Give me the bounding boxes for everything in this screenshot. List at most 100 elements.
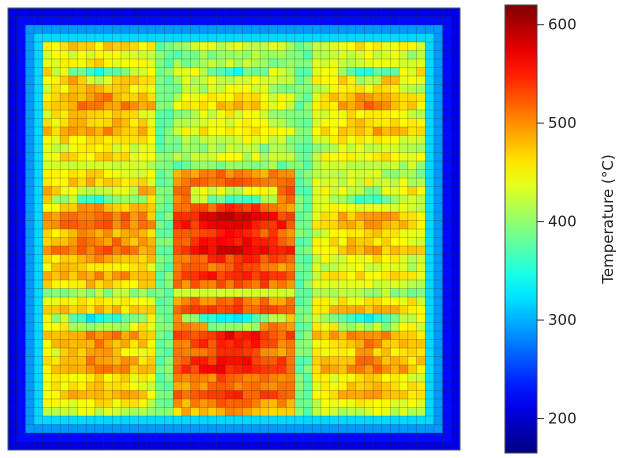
heatmap-cell (442, 373, 452, 383)
heatmap-cell (416, 118, 426, 128)
heatmap-cell (329, 331, 339, 340)
heatmap-cell (433, 297, 443, 306)
heatmap-cell (277, 288, 287, 298)
heatmap-cell (51, 118, 61, 128)
heatmap-cell (138, 76, 148, 85)
heatmap-cell (68, 42, 78, 51)
heatmap-cell (338, 135, 348, 145)
heatmap-cell (416, 93, 426, 102)
heatmap-cell (199, 297, 209, 306)
heatmap-cell (381, 356, 391, 366)
heatmap-cell (103, 84, 113, 94)
heatmap-cell (190, 67, 200, 77)
heatmap-cell (433, 331, 443, 340)
heatmap-cell (338, 305, 348, 315)
heatmap-cell (207, 416, 217, 425)
heatmap-cell (190, 390, 200, 400)
heatmap-cell (407, 373, 417, 383)
heatmap-cell (155, 348, 165, 357)
heatmap-cell (8, 297, 17, 306)
heatmap-cell (338, 144, 348, 153)
heatmap-cell (442, 356, 452, 366)
heatmap-cell (138, 407, 148, 417)
heatmap-cell (51, 297, 61, 306)
heatmap-cell (164, 8, 174, 17)
heatmap-cell (312, 237, 322, 247)
heatmap-cell (138, 50, 148, 60)
heatmap-cell (433, 271, 443, 281)
heatmap-cell (138, 127, 148, 136)
heatmap-cell (234, 305, 243, 315)
heatmap-cell (147, 118, 157, 128)
heatmap-cell (355, 67, 365, 77)
heatmap-cell (216, 203, 226, 213)
heatmap-cell (338, 331, 348, 340)
heatmap-cell (216, 365, 226, 374)
heatmap-cell (416, 33, 426, 43)
heatmap-cell (60, 25, 70, 34)
heatmap-cell (381, 237, 391, 247)
heatmap-cell (51, 8, 61, 17)
heatmap-cell (390, 50, 400, 60)
heatmap-cell (251, 271, 261, 281)
heatmap-cell (399, 161, 409, 170)
heatmap-cell (34, 254, 44, 264)
heatmap-cell (121, 399, 130, 408)
heatmap-cell (8, 339, 17, 349)
heatmap-cell (407, 246, 417, 255)
heatmap-cell (381, 84, 391, 94)
heatmap-cell (347, 118, 356, 128)
heatmap-cell (77, 305, 87, 315)
heatmap-cell (147, 8, 157, 17)
heatmap-cell (355, 135, 365, 145)
heatmap-cell (181, 101, 191, 111)
heatmap-cell (199, 25, 209, 34)
heatmap-cell (121, 254, 130, 264)
heatmap-cell (164, 288, 174, 298)
heatmap-cell (407, 416, 417, 425)
heatmap-cell (234, 127, 243, 136)
heatmap-cell (268, 50, 278, 60)
heatmap-cell (121, 288, 130, 298)
heatmap-cell (381, 280, 391, 289)
heatmap-cell (16, 110, 26, 119)
heatmap-cell (364, 356, 374, 366)
heatmap-cell (138, 246, 148, 255)
heatmap-cell (103, 356, 113, 366)
heatmap-cell (416, 382, 426, 391)
heatmap-cell (320, 33, 330, 43)
heatmap-cell (433, 203, 443, 213)
heatmap-cell (294, 8, 304, 17)
heatmap-cell (407, 152, 417, 162)
heatmap-cell (173, 271, 183, 281)
heatmap-cell (355, 42, 365, 51)
heatmap-cell (25, 144, 35, 153)
heatmap-cell (121, 331, 130, 340)
heatmap-cell (286, 59, 296, 68)
heatmap-cell (425, 118, 435, 128)
heatmap-cell (216, 110, 226, 119)
heatmap-cell (51, 16, 61, 26)
heatmap-cell (129, 382, 139, 391)
heatmap-cell (416, 433, 426, 442)
heatmap-cell (347, 152, 356, 162)
heatmap-cell (373, 93, 383, 102)
heatmap-cell (190, 118, 200, 128)
heatmap-cell (207, 271, 217, 281)
heatmap-cell (25, 314, 35, 323)
heatmap-cell (260, 144, 270, 153)
heatmap-cell (407, 339, 417, 349)
heatmap-cell (329, 441, 339, 451)
heatmap-cell (121, 144, 130, 153)
heatmap-cell (121, 16, 130, 26)
heatmap-cell (286, 441, 296, 451)
heatmap-cell (277, 101, 287, 111)
heatmap-cell (451, 127, 461, 136)
heatmap-cell (225, 135, 235, 145)
heatmap-cell (16, 280, 26, 289)
heatmap-cell (355, 144, 365, 153)
heatmap-cell (34, 365, 44, 374)
heatmap-cell (190, 441, 200, 451)
heatmap-cell (16, 416, 26, 425)
